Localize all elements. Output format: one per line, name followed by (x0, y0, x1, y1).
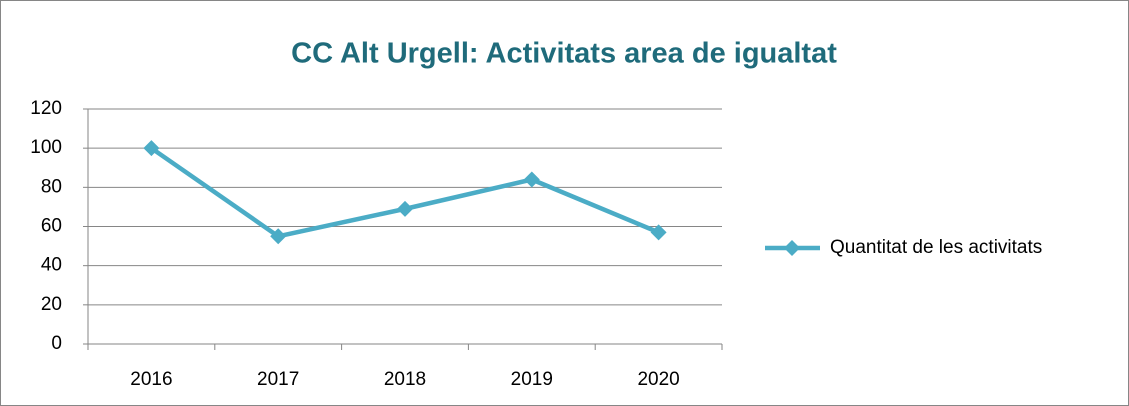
data-point (650, 224, 667, 241)
x-tick-label: 2016 (130, 369, 172, 390)
data-point (143, 140, 160, 157)
y-tick-label: 80 (41, 176, 62, 197)
x-tick-label: 2019 (511, 369, 553, 390)
legend-marker (784, 240, 800, 256)
legend-label: Quantitat de les activitats (830, 237, 1042, 258)
y-tick-label: 60 (41, 216, 62, 237)
x-tick-label: 2017 (257, 369, 299, 390)
y-tick-label: 0 (51, 333, 62, 354)
y-tick-label: 40 (41, 255, 62, 276)
y-tick-label: 20 (41, 294, 62, 315)
x-tick-label: 2020 (637, 369, 679, 390)
chart-title: CC Alt Urgell: Activitats area de igualt… (291, 38, 837, 70)
data-point (523, 171, 540, 188)
y-tick-label: 100 (30, 137, 62, 158)
y-tick-label: 120 (30, 98, 62, 119)
data-point (270, 228, 287, 245)
data-point (397, 200, 413, 217)
x-tick-label: 2018 (384, 369, 426, 390)
